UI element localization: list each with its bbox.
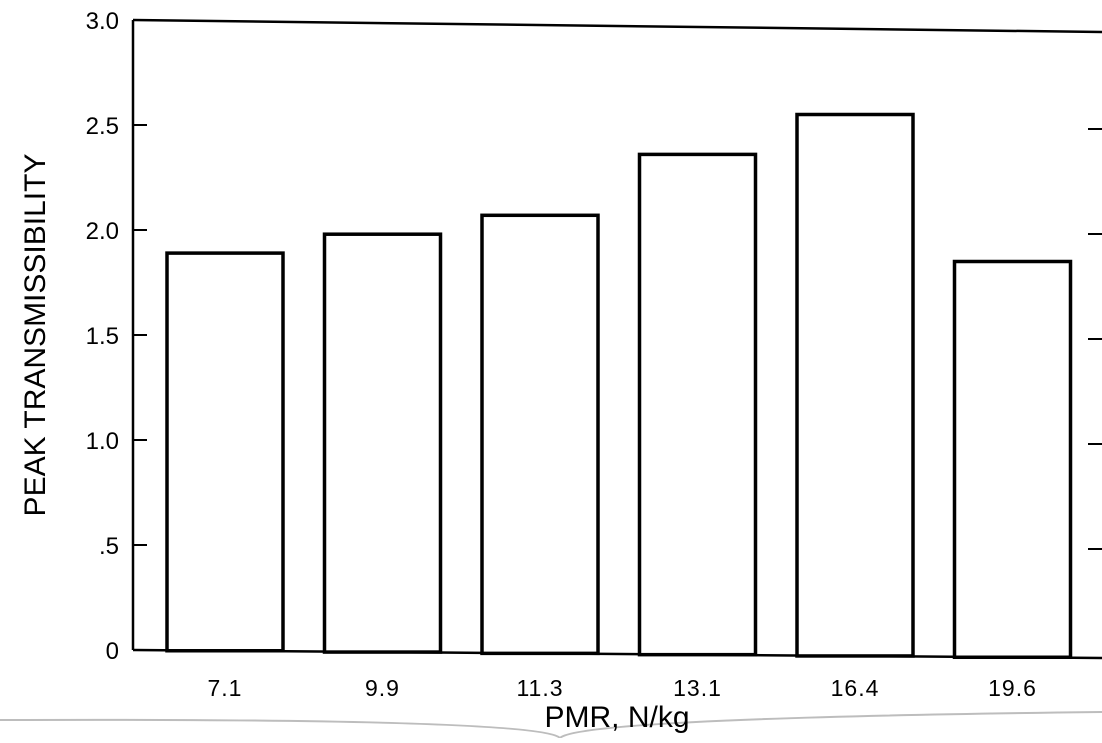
bars-group [165,112,1073,660]
bar-13.1 [637,152,758,657]
x-axis-title: PMR, N/kg [544,701,689,734]
x-category-label: 13.1 [673,675,722,701]
y-tick-label: 3.0 [86,8,119,35]
y-tick-label: 1.0 [86,428,119,455]
y-tick-label: 2.0 [86,218,119,245]
right-axis-ticks [1088,128,1102,550]
x-axis-line [132,648,1102,660]
y-tick-label: 0 [106,638,119,665]
x-category-label: 16.4 [831,675,880,701]
bar-7.1 [165,251,285,653]
y-tick-label: .5 [99,533,119,560]
y-axis-title: PEAK TRANSMISSIBILITY [19,154,52,517]
bar-16.4 [795,112,915,658]
x-category-label: 19.6 [988,675,1037,701]
plot-top-border [132,18,1102,34]
bar-19.6 [952,259,1073,660]
x-category-label: 7.1 [208,675,243,701]
x-category-label: 11.3 [516,675,563,701]
bar-11.3 [480,213,600,656]
x-axis-category-labels: 7.1 9.9 11.3 13.1 16.4 19.6 [208,675,1037,701]
bar-9.9 [322,232,443,654]
y-tick-label: 1.5 [86,323,119,350]
x-category-label: 9.9 [365,675,400,701]
y-axis-ticks: 0 .5 1.0 1.5 2.0 2.5 3.0 [86,8,147,665]
y-tick-label: 2.5 [86,113,119,140]
